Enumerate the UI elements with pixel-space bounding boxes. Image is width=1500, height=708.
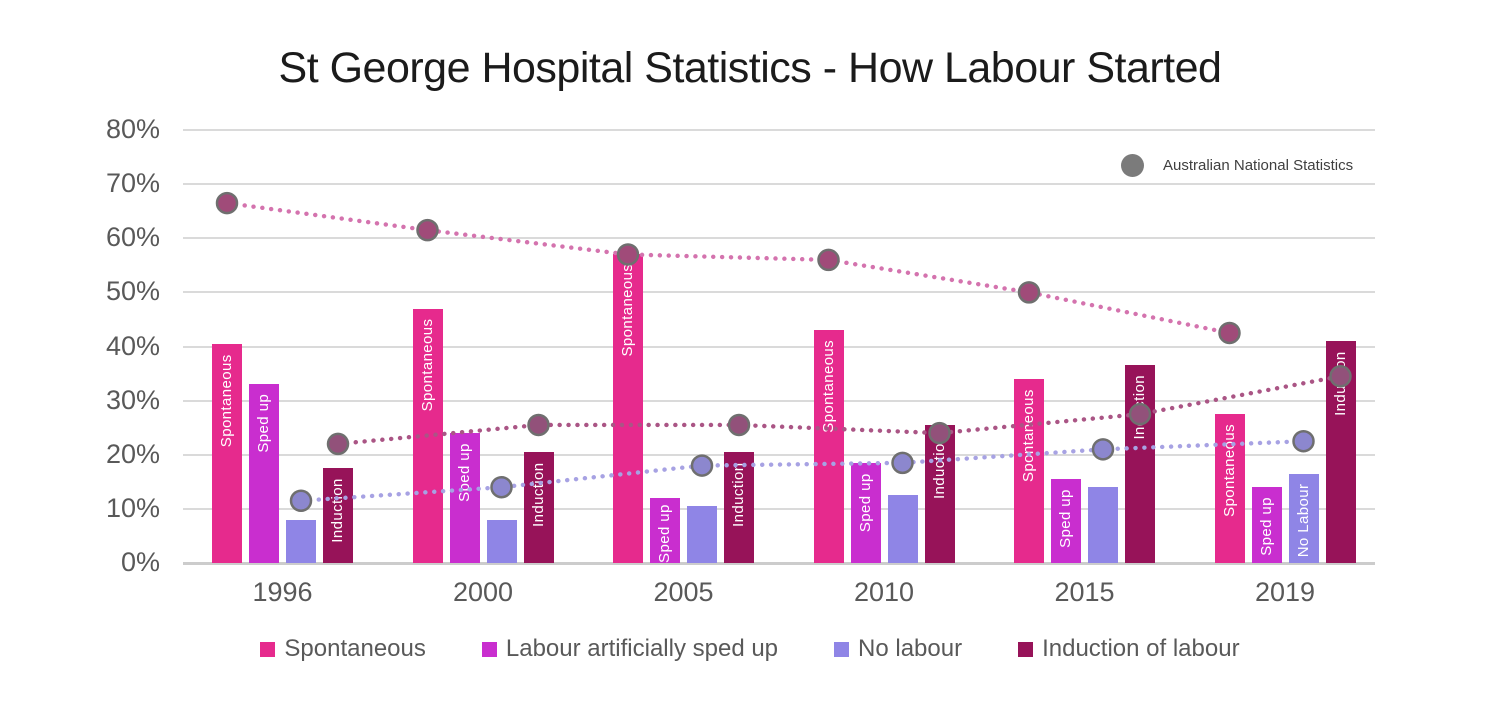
bar-labour-artificially-sped-up-2015: Sped up xyxy=(1051,479,1081,563)
bar-induction-of-labour-2019: Induction xyxy=(1325,341,1356,563)
y-axis-tick-20: 20% xyxy=(105,438,160,469)
legend-item-spontaneous: Spontaneous xyxy=(260,635,426,663)
bar-labour-artificially-sped-up-2000: Sped up xyxy=(449,433,480,563)
bar-label-labour-artificially-sped-up-2019: Sped up xyxy=(1257,497,1275,556)
bar-no-labour-2000 xyxy=(486,519,517,563)
national-marker-spontaneous-2019 xyxy=(1218,321,1241,345)
national-legend-label: Australian National Statistics xyxy=(1163,157,1354,174)
bar-induction-of-labour-2010: Induction xyxy=(924,424,955,563)
bar-induction-of-labour-1996: Induction xyxy=(323,468,353,563)
bar-label-induction-of-labour-2000: Induction xyxy=(529,462,547,527)
legend-item-induction-of-labour: Induction of labour xyxy=(1018,635,1240,663)
bar-label-induction-of-labour-2010: Induction xyxy=(930,434,948,500)
x-axis-tick-2000: 2000 xyxy=(452,577,514,607)
y-axis-tick-40: 40% xyxy=(105,330,160,361)
gridline-0 xyxy=(183,562,1375,565)
bar-label-spontaneous-1996: Spontaneous xyxy=(218,353,235,447)
chart-title: St George Hospital Statistics - How Labo… xyxy=(278,44,1222,92)
y-axis-tick-0: 0% xyxy=(120,547,160,577)
y-axis-tick-30: 30% xyxy=(105,384,160,415)
bar-label-spontaneous-2010: Spontaneous xyxy=(819,340,837,434)
bar-label-labour-artificially-sped-up-2005: Sped up xyxy=(656,504,673,563)
legend-item-labour-artificially-sped-up: Labour artificially sped up xyxy=(481,635,779,663)
gridline-50 xyxy=(183,291,1375,294)
bar-no-labour-2015 xyxy=(1088,487,1118,563)
national-legend: Australian National Statistics xyxy=(1121,154,1353,177)
x-axis-tick-2005: 2005 xyxy=(653,577,714,607)
bar-labour-artificially-sped-up-1996: Sped up xyxy=(249,384,279,563)
gridline-40 xyxy=(183,345,1375,348)
legend-item-no-labour: No labour xyxy=(834,635,962,663)
national-marker-no-labour-2015 xyxy=(1091,438,1115,461)
y-axis-tick-50: 50% xyxy=(105,276,160,307)
legend-label-labour-artificially-sped-up: Labour artificially sped up xyxy=(505,635,779,662)
bar-label-induction-of-labour-2019: Induction xyxy=(1331,351,1349,416)
national-line-spontaneous xyxy=(224,200,1232,336)
gridline-20 xyxy=(183,453,1375,456)
legend-label-spontaneous: Spontaneous xyxy=(284,635,426,662)
gridline-80 xyxy=(183,129,1375,131)
bar-labour-artificially-sped-up-2010: Sped up xyxy=(850,462,881,563)
national-marker-spontaneous-1996 xyxy=(215,191,239,215)
bar-label-labour-artificially-sped-up-2015: Sped up xyxy=(1057,489,1074,548)
bar-spontaneous-2019: Spontaneous xyxy=(1214,414,1245,563)
bar-label-spontaneous-2019: Spontaneous xyxy=(1220,424,1238,517)
national-marker-spontaneous-2010 xyxy=(817,248,840,272)
bar-label-spontaneous-2005: Spontaneous xyxy=(619,264,636,358)
bar-label-labour-artificially-sped-up-1996: Sped up xyxy=(255,394,272,454)
y-axis-tick-10: 10% xyxy=(105,492,160,523)
y-axis-tick-60: 60% xyxy=(105,222,160,253)
bar-spontaneous-2010: Spontaneous xyxy=(813,330,844,563)
bar-no-labour-2010 xyxy=(887,495,918,563)
bar-labour-artificially-sped-up-2005: Sped up xyxy=(650,498,680,563)
bar-label-induction-of-labour-2015: Induction xyxy=(1131,375,1148,440)
x-axis-tick-1996: 1996 xyxy=(252,577,313,607)
x-axis-tick-2019: 2019 xyxy=(1254,577,1316,607)
national-marker-induction-of-labour-2005 xyxy=(727,413,751,437)
bar-spontaneous-2000: Spontaneous xyxy=(412,308,443,563)
gridline-10 xyxy=(183,507,1375,510)
national-marker-induction-of-labour-1996 xyxy=(326,432,350,456)
bar-label-labour-artificially-sped-up-2010: Sped up xyxy=(856,472,874,532)
national-marker-no-labour-2005 xyxy=(690,454,714,477)
legend-swatch-icon-labour-artificially-sped-up xyxy=(481,641,497,657)
gridline-70 xyxy=(183,183,1375,186)
x-axis-tick-2010: 2010 xyxy=(853,577,915,607)
bar-induction-of-labour-2015: Induction xyxy=(1125,365,1155,563)
y-axis-tick-70: 70% xyxy=(105,168,160,199)
legend-label-induction-of-labour: Induction of labour xyxy=(1042,635,1240,662)
bar-no-labour-2019: No Labour xyxy=(1288,473,1319,563)
bar-label-labour-artificially-sped-up-2000: Sped up xyxy=(455,443,473,502)
national-legend-dot-icon xyxy=(1121,154,1144,177)
gridline-60 xyxy=(183,237,1375,240)
bar-spontaneous-1996: Spontaneous xyxy=(212,343,242,563)
legend-label-no-labour: No labour xyxy=(858,635,963,662)
bar-no-labour-1996 xyxy=(286,519,316,563)
bar-labour-artificially-sped-up-2019: Sped up xyxy=(1251,487,1282,563)
y-axis-tick-80: 80% xyxy=(105,114,160,144)
bar-label-induction-of-labour-1996: Induction xyxy=(329,478,346,543)
legend-swatch-icon-induction-of-labour xyxy=(1018,641,1034,657)
national-marker-no-labour-2000 xyxy=(490,475,513,499)
bar-label-no-labour-2019: No Labour xyxy=(1294,483,1312,558)
bar-induction-of-labour-2005: Induction xyxy=(724,452,754,563)
x-axis-tick-2015: 2015 xyxy=(1054,577,1115,607)
bar-induction-of-labour-2000: Induction xyxy=(523,452,554,563)
legend-swatch-icon-no-labour xyxy=(834,641,850,657)
bar-spontaneous-2015: Spontaneous xyxy=(1014,378,1044,563)
bar-label-induction-of-labour-2005: Induction xyxy=(730,462,747,527)
bar-label-spontaneous-2015: Spontaneous xyxy=(1020,388,1037,482)
series-legend: Spontaneous Labour artificially sped up No… xyxy=(0,635,1500,663)
national-marker-no-labour-2010 xyxy=(891,451,914,475)
bar-no-labour-2005 xyxy=(687,506,717,563)
bar-label-spontaneous-2000: Spontaneous xyxy=(418,318,436,412)
national-marker-induction-of-labour-2000 xyxy=(527,413,550,437)
gridline-30 xyxy=(183,399,1375,402)
bar-spontaneous-2005: Spontaneous xyxy=(613,254,643,563)
legend-swatch-icon-spontaneous xyxy=(260,641,276,657)
national-marker-no-labour-2019 xyxy=(1292,429,1315,453)
